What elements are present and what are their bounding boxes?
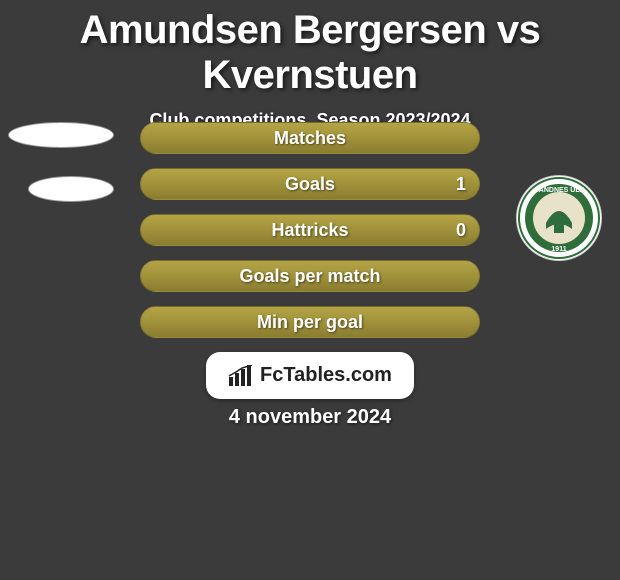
stat-bar: Hattricks0	[140, 214, 480, 246]
stat-bar-value-right: 1	[456, 168, 466, 200]
crest-icon: SANDNES ULF 1911	[518, 177, 600, 259]
stat-bar-value-right: 0	[456, 214, 466, 246]
stat-bar: Matches	[140, 122, 480, 154]
crest-year-text: 1911	[551, 246, 566, 253]
team-placeholder-oval	[8, 122, 114, 148]
page-date: 4 november 2024	[0, 406, 620, 429]
stat-bar: Goals per match	[140, 260, 480, 292]
stat-bar-label: Hattricks	[140, 214, 480, 246]
stat-bar: Goals1	[140, 168, 480, 200]
stats-bars: Matches Goals1 Hattricks0 Goals per match Mi…	[140, 122, 480, 352]
source-badge-wrap: FcTables.com	[0, 352, 620, 399]
stat-bar-label: Min per goal	[140, 306, 480, 338]
source-badge-text: FcTables.com	[260, 364, 392, 387]
stat-bar: Min per goal	[140, 306, 480, 338]
bar-chart-icon	[228, 365, 254, 387]
source-badge: FcTables.com	[206, 352, 414, 399]
stat-bar-label: Goals	[140, 168, 480, 200]
stat-bar-label: Matches	[140, 122, 480, 154]
crest-name-text: SANDNES ULF	[534, 187, 585, 194]
team-placeholder-oval	[28, 176, 114, 202]
stat-bar-label: Goals per match	[140, 260, 480, 292]
club-crest: SANDNES ULF 1911	[516, 175, 602, 261]
page-title: Amundsen Bergersen vs Kvernstuen	[0, 0, 620, 98]
